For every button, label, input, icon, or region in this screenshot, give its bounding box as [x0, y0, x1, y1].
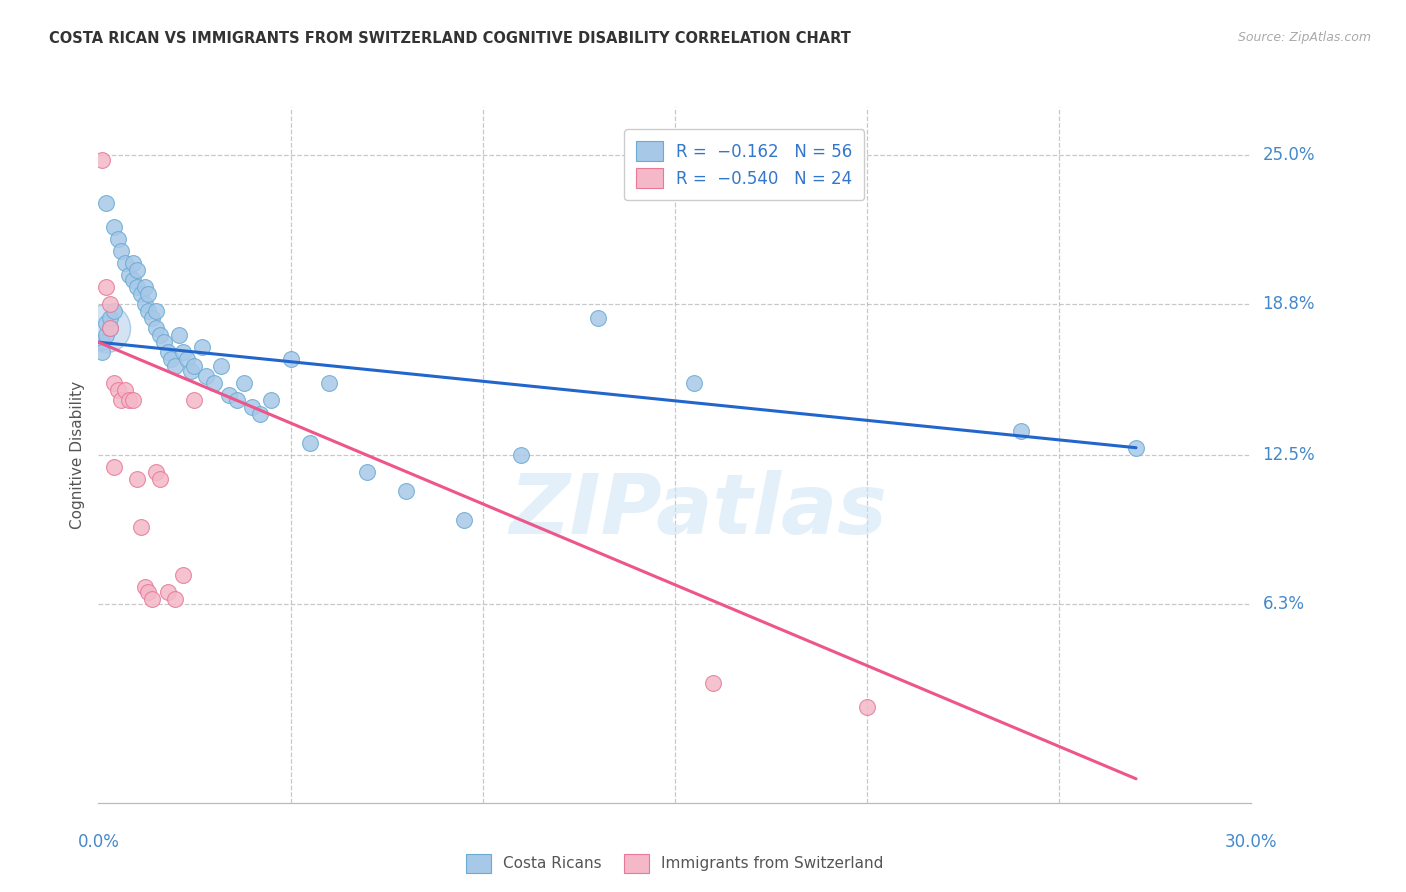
Text: 0.0%: 0.0% — [77, 833, 120, 851]
Point — [91, 344, 114, 359]
Point — [172, 344, 194, 359]
Point — [94, 328, 117, 343]
Point — [856, 699, 879, 714]
Point — [702, 676, 724, 690]
Point — [218, 388, 240, 402]
Point — [149, 328, 172, 343]
Point — [122, 392, 145, 407]
Point — [233, 376, 256, 390]
Point — [110, 244, 132, 258]
Point — [165, 591, 187, 606]
Point — [94, 196, 117, 211]
Point — [118, 392, 141, 407]
Text: 30.0%: 30.0% — [1225, 833, 1278, 851]
Point — [114, 256, 136, 270]
Point — [94, 280, 117, 294]
Point — [94, 320, 117, 334]
Point — [318, 376, 340, 390]
Point — [134, 280, 156, 294]
Point — [145, 465, 167, 479]
Point — [98, 297, 121, 311]
Y-axis label: Cognitive Disability: Cognitive Disability — [70, 381, 86, 529]
Point — [298, 436, 321, 450]
Point — [134, 580, 156, 594]
Text: Source: ZipAtlas.com: Source: ZipAtlas.com — [1237, 31, 1371, 45]
Point — [191, 340, 214, 354]
Point — [125, 280, 148, 294]
Point — [180, 364, 202, 378]
Point — [1125, 441, 1147, 455]
Point — [129, 520, 152, 534]
Point — [172, 567, 194, 582]
Point — [118, 268, 141, 282]
Point — [356, 465, 378, 479]
Point — [129, 287, 152, 301]
Point — [249, 407, 271, 421]
Text: COSTA RICAN VS IMMIGRANTS FROM SWITZERLAND COGNITIVE DISABILITY CORRELATION CHAR: COSTA RICAN VS IMMIGRANTS FROM SWITZERLA… — [49, 31, 851, 46]
Point — [98, 320, 121, 334]
Point — [125, 263, 148, 277]
Point — [91, 153, 114, 167]
Point — [165, 359, 187, 373]
Point — [176, 351, 198, 366]
Point — [156, 344, 179, 359]
Legend: Costa Ricans, Immigrants from Switzerland: Costa Ricans, Immigrants from Switzerlan… — [460, 847, 890, 879]
Point — [145, 320, 167, 334]
Point — [114, 383, 136, 397]
Text: ZIPatlas: ZIPatlas — [509, 470, 887, 551]
Text: 12.5%: 12.5% — [1263, 446, 1315, 464]
Point — [98, 320, 121, 334]
Point — [125, 472, 148, 486]
Point — [167, 328, 190, 343]
Text: 25.0%: 25.0% — [1263, 146, 1315, 164]
Point — [280, 351, 302, 366]
Point — [209, 359, 232, 373]
Point — [225, 392, 247, 407]
Point — [107, 232, 129, 246]
Point — [110, 392, 132, 407]
Text: 6.3%: 6.3% — [1263, 595, 1305, 613]
Point — [183, 392, 205, 407]
Point — [586, 311, 609, 326]
Point — [683, 376, 706, 390]
Point — [138, 287, 160, 301]
Point — [138, 304, 160, 318]
Point — [141, 591, 163, 606]
Point — [149, 472, 172, 486]
Point — [202, 376, 225, 390]
Point — [103, 219, 125, 234]
Point — [195, 368, 218, 383]
Point — [453, 513, 475, 527]
Point — [152, 335, 174, 350]
Point — [156, 584, 179, 599]
Point — [91, 335, 114, 350]
Point — [141, 311, 163, 326]
Point — [145, 304, 167, 318]
Point — [103, 376, 125, 390]
Point — [94, 316, 117, 330]
Point — [134, 297, 156, 311]
Point — [103, 304, 125, 318]
Point — [240, 400, 263, 414]
Point — [160, 351, 183, 366]
Point — [395, 483, 418, 498]
Point — [107, 383, 129, 397]
Point — [138, 584, 160, 599]
Point — [122, 273, 145, 287]
Point — [510, 448, 533, 462]
Point — [103, 459, 125, 474]
Point — [183, 359, 205, 373]
Point — [98, 311, 121, 326]
Point — [1010, 424, 1032, 438]
Text: 18.8%: 18.8% — [1263, 294, 1315, 313]
Point — [260, 392, 283, 407]
Point — [122, 256, 145, 270]
